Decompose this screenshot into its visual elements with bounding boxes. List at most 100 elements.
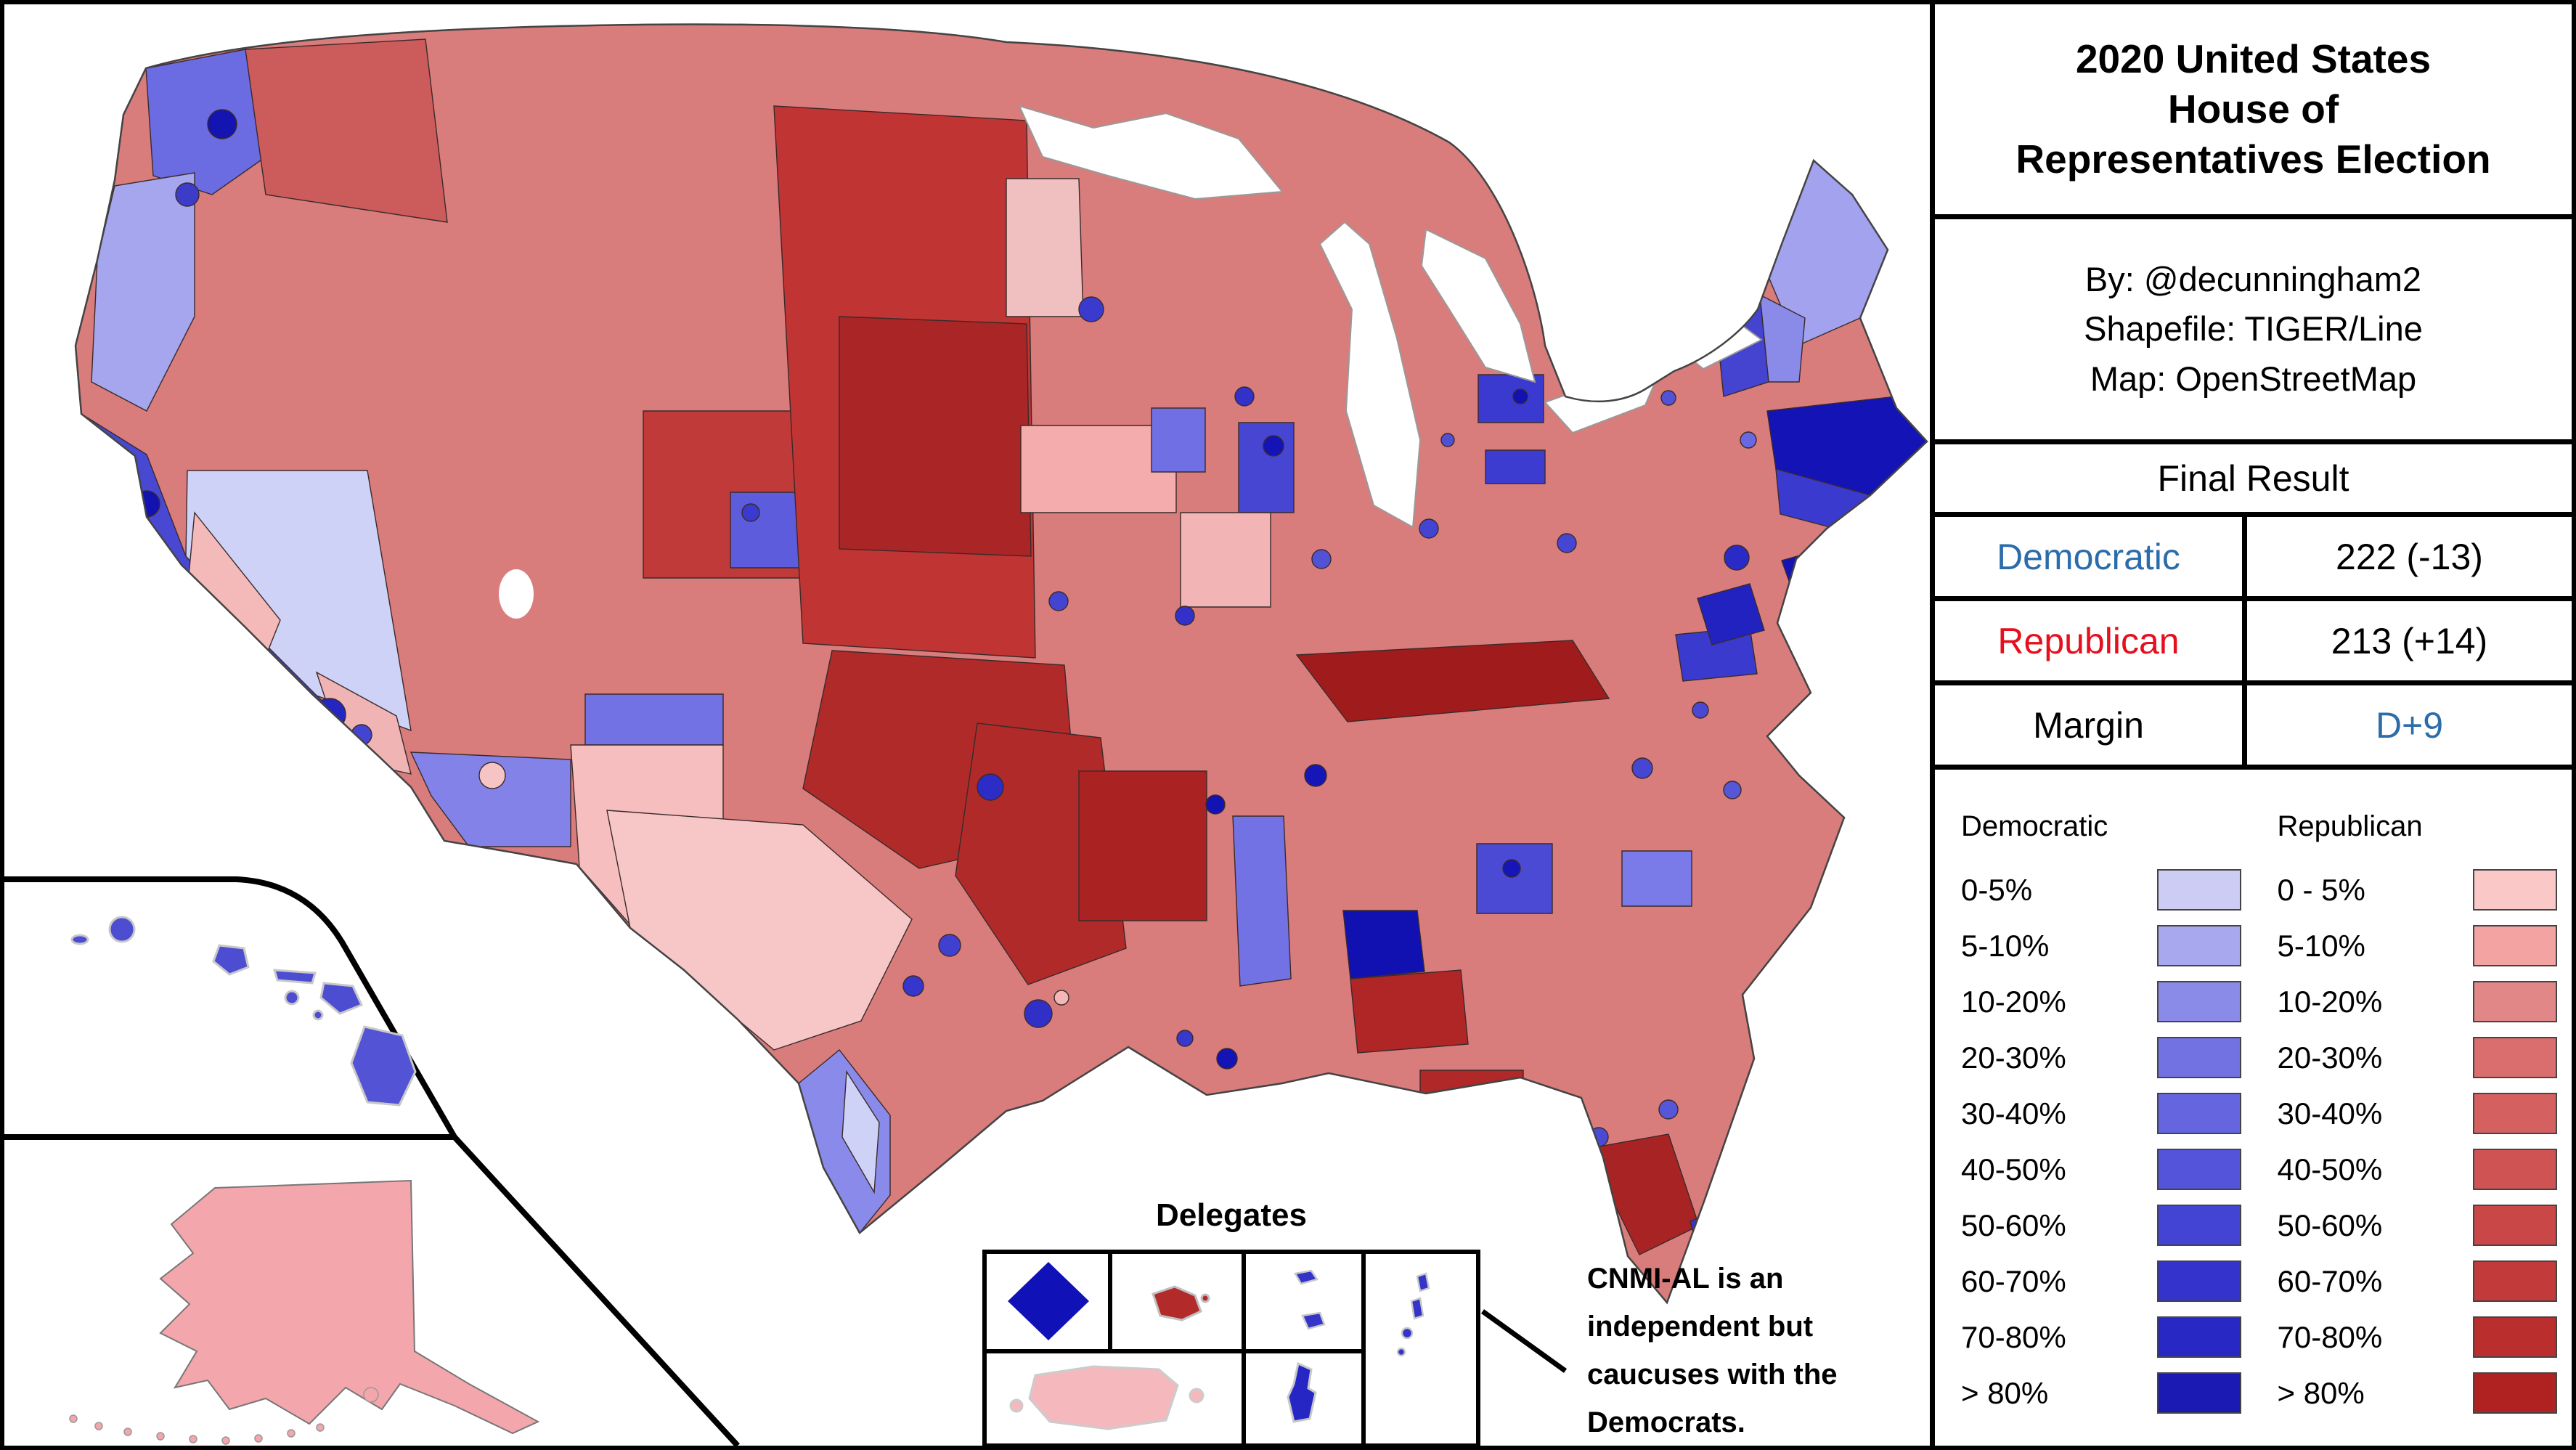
delegates-panel: Delegates bbox=[982, 1197, 1838, 1446]
legend-color-swatch bbox=[2156, 925, 2241, 966]
legend-color-swatch bbox=[2156, 1149, 2241, 1190]
legend-row: 10-20% bbox=[2278, 974, 2562, 1030]
legend-range-label: 5-10% bbox=[2277, 928, 2365, 963]
legend-range-label: 60-70% bbox=[2277, 1263, 2383, 1298]
district-patch bbox=[1419, 1070, 1524, 1109]
credit-author: By: @decunningham2 bbox=[2084, 260, 2422, 299]
cnmi-annotation: CNMI-AL is an independent but caucuses w… bbox=[1587, 1263, 1838, 1438]
legend-color-swatch bbox=[2473, 869, 2557, 911]
annotation-pointer-line bbox=[1480, 1309, 1568, 1373]
legend-color-swatch bbox=[2156, 1037, 2241, 1078]
legend-color-swatch bbox=[2156, 1205, 2241, 1246]
legend-color-swatch bbox=[2473, 1149, 2557, 1190]
legend-row: 30-40% bbox=[2278, 1086, 2562, 1141]
legend-row: > 80% bbox=[2278, 1365, 2562, 1421]
legend-color-swatch bbox=[2156, 981, 2241, 1022]
legend-row: 5-10% bbox=[1961, 918, 2246, 974]
legend-range-label: 50-60% bbox=[1961, 1207, 2066, 1242]
election-map-svg: Delegates bbox=[4, 23, 1928, 1446]
legend-color-swatch bbox=[2156, 1372, 2241, 1414]
legend-range-label: 60-70% bbox=[1961, 1263, 2066, 1298]
legend-color-swatch bbox=[2473, 1093, 2557, 1134]
legend-row: 70-80% bbox=[1961, 1309, 2246, 1365]
legend-color-swatch bbox=[2473, 925, 2557, 966]
legend-row: 0 - 5% bbox=[2278, 862, 2562, 918]
legend-range-label: 40-50% bbox=[2277, 1152, 2383, 1186]
legend-range-label: 10-20% bbox=[1961, 984, 2066, 1019]
district-patch bbox=[1350, 969, 1469, 1054]
legend-range-label: 10-20% bbox=[2277, 984, 2383, 1019]
legend-color-swatch bbox=[2473, 1372, 2557, 1414]
legend-color-swatch bbox=[2156, 1316, 2241, 1358]
guam-shape bbox=[1287, 1361, 1317, 1423]
legend-color-swatch bbox=[2156, 869, 2241, 911]
election-map-panel: Delegates bbox=[4, 4, 1930, 1446]
district-patch bbox=[1232, 815, 1292, 987]
annotation-line: caucuses with the bbox=[1587, 1359, 1838, 1390]
legend-color-swatch bbox=[2473, 981, 2557, 1022]
legend-color-swatch bbox=[2473, 1260, 2557, 1302]
district-patch bbox=[1295, 640, 1610, 722]
district-patch bbox=[245, 38, 448, 223]
result-row-margin: Margin D+9 bbox=[1935, 685, 2572, 770]
result-row-republican: Republican 213 (+14) bbox=[1935, 601, 2572, 685]
margin-legend: Democratic 0-5% 5-10% 10-20% 20-30% 30-4… bbox=[1935, 770, 2572, 1421]
legend-range-label: 0-5% bbox=[1961, 872, 2033, 907]
district-patch bbox=[1759, 293, 1806, 383]
title-line: 2020 United States bbox=[2075, 36, 2432, 82]
legend-range-label: 30-40% bbox=[2277, 1096, 2383, 1131]
legend-row: 70-80% bbox=[2278, 1309, 2562, 1365]
legend-democratic-column: Democratic 0-5% 5-10% 10-20% 20-30% 30-4… bbox=[1961, 810, 2246, 1421]
credit-shapefile: Shapefile: TIGER/Line bbox=[2084, 309, 2423, 349]
map-title-box: 2020 United States House of Representati… bbox=[1935, 4, 2572, 219]
legend-range-label: 50-60% bbox=[2277, 1207, 2383, 1242]
district-patch bbox=[1697, 583, 1765, 645]
legend-range-label: > 80% bbox=[2277, 1375, 2365, 1410]
legend-republican-header: Republican bbox=[2277, 810, 2423, 842]
title-line: Representatives Election bbox=[2015, 136, 2491, 182]
legend-row: 50-60% bbox=[1961, 1197, 2246, 1253]
info-sidebar: 2020 United States House of Representati… bbox=[1930, 4, 2572, 1446]
district-patch bbox=[1078, 770, 1207, 921]
margin-value: D+9 bbox=[2375, 704, 2444, 746]
legend-republican-column: Republican 0 - 5% 5-10% 10-20% 20-30% 30… bbox=[2278, 810, 2562, 1421]
democratic-label: Democratic bbox=[1935, 517, 2247, 596]
legend-range-label: 20-30% bbox=[2277, 1040, 2383, 1075]
annotation-line: independent but bbox=[1587, 1311, 1813, 1343]
legend-range-label: 70-80% bbox=[1961, 1319, 2066, 1354]
virgin-islands-shape bbox=[1294, 1269, 1326, 1330]
result-row-democratic: Democratic 222 (-13) bbox=[1935, 517, 2572, 601]
district-patch bbox=[839, 316, 1032, 557]
inset-borders bbox=[4, 876, 740, 1446]
final-result-header: Final Result bbox=[1935, 444, 2572, 517]
delegates-grid bbox=[982, 1250, 1480, 1446]
legend-range-label: > 80% bbox=[1961, 1375, 2049, 1410]
legend-row: 20-30% bbox=[1961, 1030, 2246, 1086]
legend-range-label: 70-80% bbox=[2277, 1319, 2383, 1354]
annotation-line: Democrats. bbox=[1587, 1406, 1745, 1438]
american-samoa-shape bbox=[1152, 1285, 1210, 1321]
district-patch bbox=[1151, 407, 1206, 473]
legend-democratic-header: Democratic bbox=[1961, 810, 2108, 842]
district-patch bbox=[1485, 449, 1546, 484]
district-patch bbox=[1342, 910, 1425, 979]
legend-row: 5-10% bbox=[2278, 918, 2562, 974]
legend-color-swatch bbox=[2473, 1037, 2557, 1078]
legend-row: 40-50% bbox=[2278, 1141, 2562, 1197]
legend-color-swatch bbox=[2473, 1316, 2557, 1358]
legend-row: 60-70% bbox=[1961, 1253, 2246, 1309]
district-patch bbox=[145, 49, 266, 195]
legend-range-label: 5-10% bbox=[1961, 928, 2050, 963]
legend-row: > 80% bbox=[1961, 1365, 2246, 1421]
legend-color-swatch bbox=[2156, 1093, 2241, 1134]
district-patchwork bbox=[80, 38, 1927, 1285]
aleutian-islands bbox=[69, 1414, 325, 1445]
legend-row: 20-30% bbox=[2278, 1030, 2562, 1086]
district-patch bbox=[1180, 512, 1271, 608]
delegates-title: Delegates bbox=[1156, 1197, 1307, 1233]
northern-mariana-islands-shape bbox=[1396, 1272, 1430, 1357]
legend-range-label: 0 - 5% bbox=[2277, 872, 2365, 907]
legend-color-swatch bbox=[2156, 1260, 2241, 1302]
legend-row: 40-50% bbox=[1961, 1141, 2246, 1197]
